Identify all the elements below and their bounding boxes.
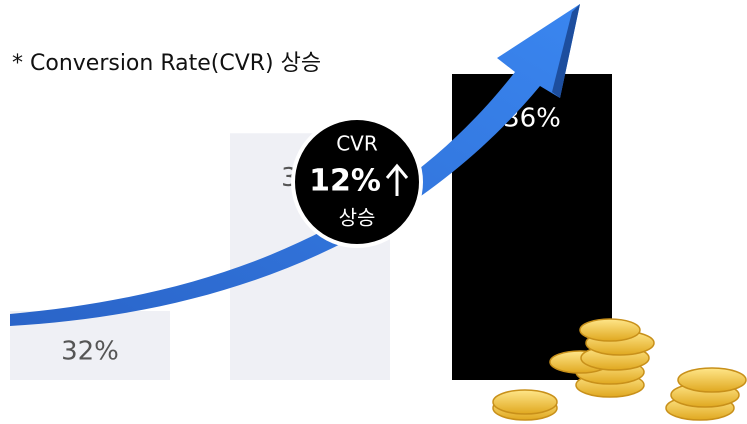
coins: [492, 318, 747, 421]
badge-value: 12%: [309, 164, 381, 199]
chart-title: * Conversion Rate(CVR) 상승: [12, 51, 321, 76]
up-arrow-icon: [385, 163, 409, 196]
badge-label: CVR: [336, 132, 378, 156]
badge-text: 상승: [339, 206, 376, 230]
growth-arrow: [10, 4, 580, 326]
value-label: 32%: [61, 337, 119, 367]
badge: [291, 116, 423, 248]
arrow-shadow: [552, 4, 580, 98]
